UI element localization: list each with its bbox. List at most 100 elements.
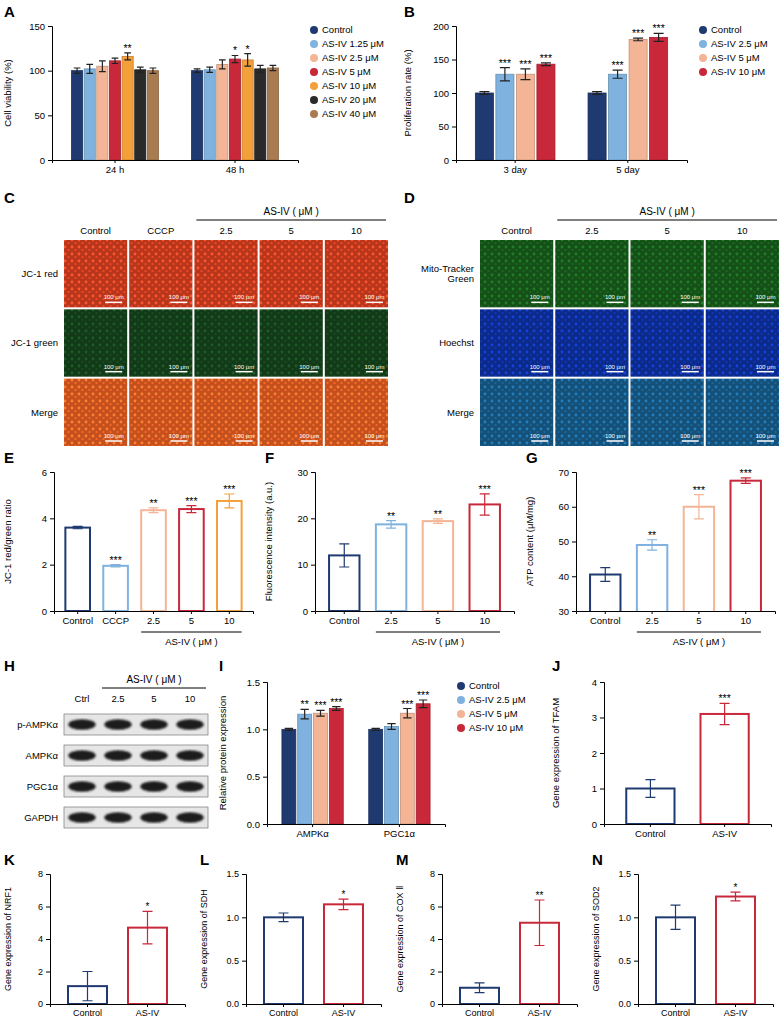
column-label: 2.5 bbox=[111, 693, 124, 704]
x-tick: 2.5 bbox=[147, 611, 160, 626]
y-tick-mark bbox=[242, 1004, 246, 1005]
bar bbox=[147, 71, 158, 160]
y-tick: 50 bbox=[558, 536, 576, 547]
x-tick-mark bbox=[735, 1004, 736, 1007]
significance-labels: ******* bbox=[387, 483, 491, 522]
error-bar bbox=[372, 728, 380, 730]
error-bar bbox=[112, 58, 119, 63]
significance-label: ** bbox=[648, 529, 656, 541]
micrograph-tile bbox=[64, 309, 127, 376]
significance-labels: ** bbox=[536, 890, 544, 901]
y-tick-label: 0.0 bbox=[618, 999, 631, 1009]
y-tick-mark bbox=[600, 718, 604, 719]
legend: ControlAS-IV 1.25 μMAS-IV 2.5 μMAS-IV 5 … bbox=[310, 24, 384, 119]
plot-area bbox=[65, 494, 241, 611]
scale-bar-label: 100 μm bbox=[364, 294, 384, 300]
scale-bar-label: 100 μm bbox=[530, 294, 550, 300]
y-tick-label: 30 bbox=[558, 606, 569, 617]
significance-label: *** bbox=[401, 698, 413, 710]
legend-item: Control bbox=[457, 680, 500, 691]
column-label: 5 bbox=[151, 693, 156, 704]
y-tick-label: 0 bbox=[38, 999, 43, 1009]
y-tick: 0 bbox=[38, 999, 50, 1009]
y-axis-title: Gene expression of SDH bbox=[199, 889, 209, 989]
bar bbox=[122, 56, 133, 160]
chart: 01234ControlAS-IV***Gene expression of T… bbox=[550, 677, 772, 839]
micrograph-tile bbox=[260, 309, 323, 376]
error-bar bbox=[232, 55, 239, 62]
panel-label: E bbox=[4, 449, 14, 466]
y-axis: 050100150 bbox=[29, 21, 52, 166]
row-label: p-AMPKα bbox=[17, 719, 58, 730]
y-tick: 0 bbox=[40, 155, 52, 166]
significance-label: * bbox=[146, 901, 150, 912]
chart: 05010015024 h48 h****Cell viability (%) bbox=[2, 21, 299, 175]
micrograph-tile bbox=[555, 379, 628, 446]
y-axis-line bbox=[242, 875, 247, 1005]
bar bbox=[329, 709, 343, 824]
legend-swatch bbox=[457, 710, 465, 718]
y-tick-mark bbox=[242, 961, 246, 962]
y-tick-label: 2 bbox=[42, 559, 47, 570]
y-tick-label: 0 bbox=[40, 155, 45, 166]
micrograph-tile bbox=[129, 309, 192, 376]
x-tick: Control bbox=[465, 1004, 494, 1018]
y-tick-mark bbox=[48, 26, 52, 27]
micrograph-tile bbox=[129, 379, 192, 446]
y-tick-mark bbox=[572, 542, 576, 543]
bar bbox=[242, 60, 253, 160]
significance-labels: **** bbox=[124, 42, 250, 57]
y-axis-line bbox=[311, 473, 316, 612]
significance-labels: *** bbox=[718, 692, 730, 704]
x-tick-mark bbox=[391, 611, 392, 614]
error-bar bbox=[480, 494, 490, 515]
x-tick-mark bbox=[675, 1004, 676, 1007]
bar bbox=[141, 510, 166, 611]
y-tick-mark bbox=[48, 71, 52, 72]
y-tick: 30 bbox=[558, 606, 576, 617]
x-tick: AS-IV bbox=[528, 1004, 552, 1018]
error-bar bbox=[419, 700, 427, 708]
x-tick: 2.5 bbox=[384, 611, 397, 626]
x-tick: 2.5 bbox=[645, 611, 658, 626]
micrograph-tile bbox=[631, 240, 704, 307]
plot-area bbox=[72, 53, 279, 160]
x-tick-label: 24 h bbox=[106, 164, 125, 175]
y-tick-mark bbox=[48, 160, 52, 161]
x-tick-label: Control bbox=[661, 1008, 690, 1018]
error-bar bbox=[339, 899, 349, 909]
y-tick: 8 bbox=[430, 869, 442, 879]
legend-item: AS-IV 40 μM bbox=[310, 108, 376, 119]
significance-label: *** bbox=[519, 58, 531, 70]
x-tick-mark bbox=[479, 1004, 480, 1007]
scale-bar-label: 100 μm bbox=[605, 364, 625, 370]
micrograph-tile bbox=[260, 240, 323, 307]
blot-band bbox=[176, 781, 203, 792]
legend-item: AS-IV 5 μM bbox=[457, 708, 518, 719]
micrograph-tile bbox=[555, 240, 628, 307]
significance-label: *** bbox=[479, 483, 491, 495]
chart: 0.00.51.01.5ControlAS-IV*Gene expression… bbox=[591, 869, 774, 1018]
legend-swatch bbox=[457, 724, 465, 732]
significance-label: * bbox=[342, 889, 346, 900]
error-bar bbox=[150, 68, 157, 73]
bar bbox=[731, 481, 761, 611]
y-tick-mark bbox=[452, 26, 456, 27]
column-group-label: AS-IV ( μM ) bbox=[264, 206, 319, 217]
scale-bar bbox=[682, 440, 699, 442]
x-axis: ControlCCCP2.5510 bbox=[55, 611, 254, 626]
y-tick-label: 30 bbox=[297, 467, 308, 478]
y-tick-mark bbox=[263, 682, 267, 683]
blot-band bbox=[104, 812, 131, 823]
scale-bar-label: 100 μm bbox=[169, 433, 189, 439]
plot-area bbox=[475, 33, 667, 160]
y-tick-mark bbox=[452, 93, 456, 94]
y-tick-label: 1.5 bbox=[247, 677, 260, 688]
scale-bar bbox=[170, 302, 187, 304]
bar bbox=[516, 74, 534, 160]
row-label: JC-1 green bbox=[11, 337, 58, 348]
y-tick: 150 bbox=[433, 54, 456, 65]
panel-label: K bbox=[4, 851, 15, 868]
micrograph-tile bbox=[480, 309, 553, 376]
blot-strip bbox=[64, 807, 208, 828]
